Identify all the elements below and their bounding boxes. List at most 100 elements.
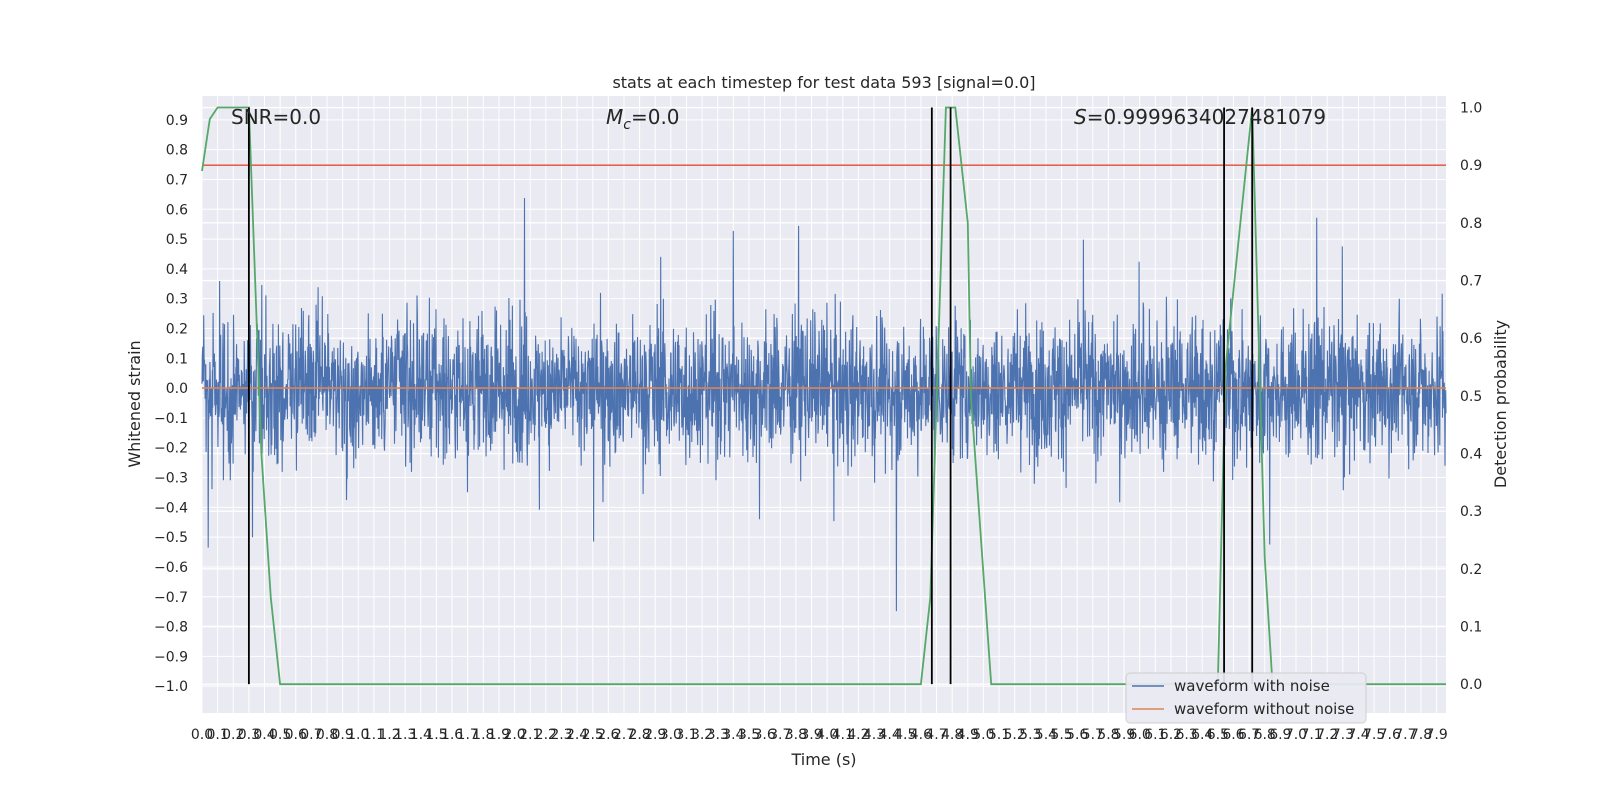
x-tick-label: 4.0 (816, 727, 838, 743)
x-tick-label: 4.1 (832, 727, 854, 743)
y2-tick-label: 0.5 (1460, 389, 1482, 405)
y2-tick-label: 0.8 (1460, 216, 1482, 232)
x-tick-label: 6.5 (1207, 727, 1229, 743)
detection-probability-line (201, 106, 1446, 686)
y-tick-label: 0.9 (166, 113, 188, 129)
x-tick-label: 6.8 (1254, 727, 1276, 743)
mc-value: =0.0 (631, 105, 680, 129)
y-tick-label: −0.1 (154, 411, 188, 427)
x-tick-label: 0.9 (332, 727, 354, 743)
y2-tick-label: 0.4 (1460, 447, 1482, 463)
x-tick-label: 6.3 (1175, 727, 1197, 743)
x-axis-label: Time (s) (790, 750, 856, 769)
x-tick-label: 0.4 (253, 727, 275, 743)
x-tick-labels: 0.00.10.20.30.40.50.60.70.80.91.01.11.21… (191, 727, 1448, 743)
y2-axis-label: Detection probability (1491, 320, 1510, 488)
y-tick-label: 0.5 (166, 232, 188, 248)
x-tick-label: 5.6 (1066, 727, 1088, 743)
x-tick-label: 4.8 (941, 727, 963, 743)
legend-box (1125, 672, 1367, 724)
x-tick-label: 3.3 (707, 727, 729, 743)
x-tick-label: 2.5 (582, 727, 604, 743)
x-tick-label: 1.2 (378, 727, 400, 743)
x-tick-label: 3.5 (738, 727, 760, 743)
x-tick-label: 2.3 (550, 727, 572, 743)
y-tick-label: 0.8 (166, 143, 188, 159)
y-tick-label: 0.4 (166, 262, 188, 278)
x-tick-label: 6.7 (1238, 727, 1260, 743)
x-tick-label: 0.7 (300, 727, 322, 743)
x-tick-label: 5.8 (1097, 727, 1119, 743)
y2-tick-label: 0.1 (1460, 620, 1482, 636)
x-tick-label: 0.8 (316, 727, 338, 743)
y-tick-label: 0.0 (166, 381, 188, 397)
s-annotation: S=0.9999634027481079 (1074, 105, 1326, 129)
y-tick-label: −1.0 (154, 679, 188, 695)
x-tick-label: 3.6 (753, 727, 775, 743)
y2-tick-label: 0.7 (1460, 274, 1482, 290)
x-tick-label: 3.4 (722, 727, 744, 743)
x-tick-label: 0.1 (206, 727, 228, 743)
x-tick-label: 3.0 (660, 727, 682, 743)
y-tick-labels: 0.9 0.8 0.7 0.6 0.5 0.4 0.3 0.2 0.1 0.0 −0.1 −0.2 −0… (154, 113, 188, 695)
y2-tick-label: 0.9 (1460, 158, 1482, 174)
x-tick-label: 6.0 (1129, 727, 1151, 743)
x-tick-label: 7.7 (1394, 727, 1416, 743)
x-tick-label: 5.0 (972, 727, 994, 743)
y-tick-label: 0.2 (166, 321, 188, 337)
x-tick-label: 5.5 (1050, 727, 1072, 743)
mc-subscript: c (623, 117, 631, 133)
noise-waveform-line (201, 197, 1447, 612)
mc-symbol: M (606, 105, 623, 129)
x-tick-label: 0.0 (191, 727, 213, 743)
y-tick-label: 0.3 (166, 292, 188, 308)
y2-tick-label: 0.2 (1460, 562, 1482, 578)
x-tick-label: 1.0 (347, 727, 369, 743)
x-tick-label: 1.6 (441, 727, 463, 743)
y-tick-label: −0.8 (154, 620, 188, 636)
y-tick-label: −0.7 (154, 590, 188, 606)
legend: waveform with noise waveform without noi… (1125, 672, 1367, 724)
x-tick-label: 7.9 (1425, 727, 1447, 743)
y2-tick-label: 1.0 (1460, 101, 1482, 117)
x-tick-label: 6.1 (1144, 727, 1166, 743)
vertical-lines (247, 107, 1254, 685)
s-symbol: S (1074, 105, 1087, 129)
x-tick-label: 5.2 (1004, 727, 1026, 743)
x-tick-label: 0.3 (238, 727, 260, 743)
x-tick-label: 1.9 (488, 727, 510, 743)
x-tick-label: 5.4 (1035, 727, 1057, 743)
x-tick-label: 3.1 (675, 727, 697, 743)
x-tick-label: 4.4 (879, 727, 901, 743)
legend-label-noise: waveform with noise (1174, 677, 1330, 695)
x-tick-label: 3.9 (800, 727, 822, 743)
snr-annotation: SNR=0.0 (231, 105, 321, 129)
x-tick-label: 7.4 (1347, 727, 1369, 743)
x-tick-label: 5.3 (1019, 727, 1041, 743)
x-tick-label: 3.8 (785, 727, 807, 743)
x-tick-label: 7.1 (1300, 727, 1322, 743)
x-tick-label: 6.2 (1160, 727, 1182, 743)
probability-group (201, 106, 1446, 686)
x-tick-label: 2.0 (503, 727, 525, 743)
x-tick-label: 4.6 (910, 727, 932, 743)
x-tick-label: 7.6 (1379, 727, 1401, 743)
y-tick-label: −0.4 (154, 500, 188, 516)
x-tick-label: 7.2 (1316, 727, 1338, 743)
x-tick-label: 4.9 (957, 727, 979, 743)
s-value: =0.9999634027481079 (1087, 105, 1326, 129)
x-tick-label: 1.3 (394, 727, 416, 743)
x-tick-label: 0.2 (222, 727, 244, 743)
x-tick-label: 2.2 (535, 727, 557, 743)
x-tick-label: 3.7 (769, 727, 791, 743)
y-tick-label: −0.6 (154, 560, 188, 576)
y2-tick-label: 0.0 (1460, 677, 1482, 693)
x-tick-label: 6.6 (1222, 727, 1244, 743)
x-tick-label: 1.4 (410, 727, 432, 743)
x-tick-label: 1.7 (457, 727, 479, 743)
x-tick-label: 2.7 (613, 727, 635, 743)
x-tick-label: 4.3 (863, 727, 885, 743)
x-tick-label: 7.8 (1410, 727, 1432, 743)
